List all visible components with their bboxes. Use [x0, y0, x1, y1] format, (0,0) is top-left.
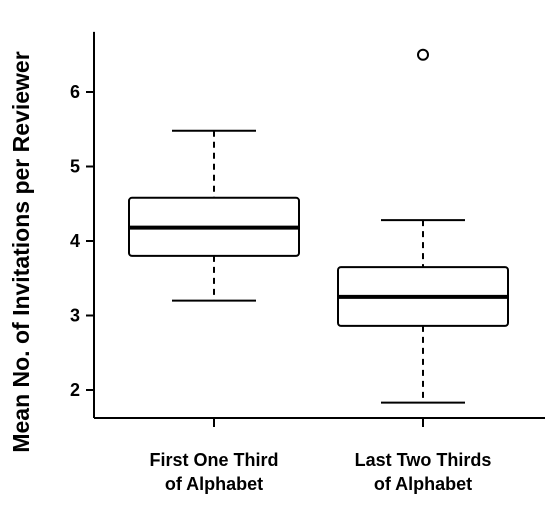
y-tick-label-4: 4 [70, 231, 80, 251]
y-axis-title: Mean No. of Invitations per Reviewer [8, 51, 34, 452]
x-category-label-0: First One Third of Alphabet [149, 450, 278, 494]
x-category-label-line: Last Two Thirds [355, 450, 492, 470]
y-tick-label-3: 3 [70, 306, 80, 326]
x-category-label-line: First One Third [149, 450, 278, 470]
x-category-label-line: of Alphabet [374, 474, 472, 494]
x-category-label-1: Last Two Thirds of Alphabet [355, 450, 492, 494]
y-tick-label-6: 6 [70, 82, 80, 102]
y-tick-label-2: 2 [70, 380, 80, 400]
y-tick-label-5: 5 [70, 157, 80, 177]
x-category-label-line: of Alphabet [165, 474, 263, 494]
outlier-point-1-0 [417, 48, 429, 61]
